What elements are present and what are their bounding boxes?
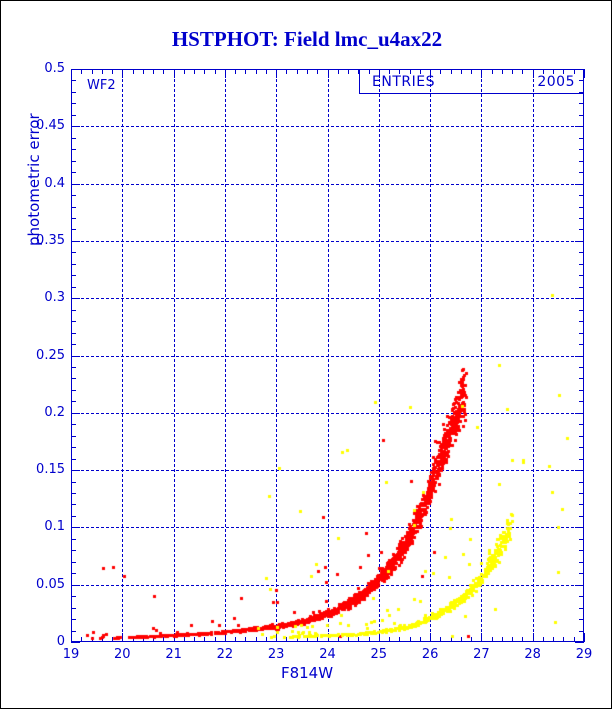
tick-major-x: [584, 69, 585, 78]
x-tick-label: 23: [267, 647, 285, 662]
x-tick-label: 20: [114, 647, 131, 662]
y-tick-label: 0.45: [36, 118, 65, 134]
x-tick-label: 19: [62, 647, 80, 662]
y-tick-label: 0.3: [44, 290, 65, 306]
y-tick-label: 0.4: [44, 175, 65, 191]
x-tick-label: 29: [575, 647, 593, 662]
x-axis-title: F814W: [280, 664, 334, 682]
y-tick-label: 0.2: [44, 404, 65, 420]
y-tick-label: 0.25: [36, 347, 65, 363]
x-tick-label: 21: [165, 647, 182, 662]
entries-count: 2005: [537, 74, 575, 90]
page-title: HSTPHOT: Field lmc_u4ax22: [171, 27, 443, 51]
x-tick-label: 24: [319, 647, 336, 662]
y-tick-label: 0.35: [36, 232, 65, 248]
tick-major-y: [71, 642, 80, 643]
x-tick-label: 26: [421, 647, 439, 662]
entries-box: ENTRIES 2005: [359, 69, 584, 94]
y-tick-label: 0: [56, 634, 65, 649]
chip-label: WF2: [87, 78, 116, 93]
y-tick-label: 0.5: [44, 61, 65, 76]
x-tick-label: 28: [524, 647, 541, 662]
tick-major-y: [575, 642, 584, 643]
y-tick-label: 0.05: [36, 576, 65, 592]
y-tick-label: 0.1: [44, 519, 65, 535]
x-tick-label: 22: [216, 647, 234, 662]
entries-label: ENTRIES: [372, 74, 435, 90]
x-tick-label: 25: [370, 647, 388, 662]
scatter-plot-canvas: [71, 69, 584, 642]
x-tick-label: 27: [473, 647, 490, 662]
plot-area: WF2 ENTRIES 2005: [71, 69, 585, 643]
y-tick-label: 0.15: [36, 462, 65, 478]
tick-major-x: [584, 633, 585, 642]
